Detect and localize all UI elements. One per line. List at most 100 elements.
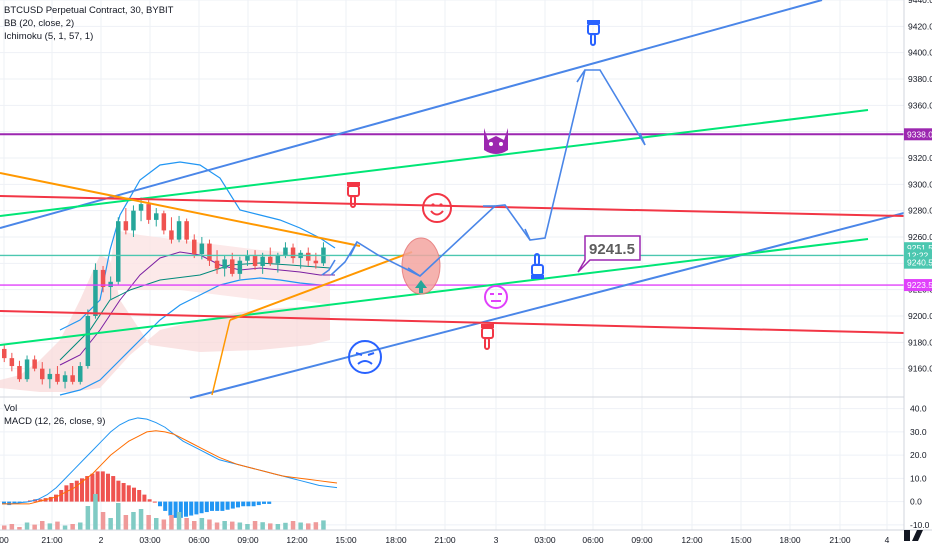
price-tick-label: 9160.0 — [908, 364, 932, 374]
macd-bar — [137, 489, 142, 502]
time-tick-label: 00 — [0, 535, 9, 545]
candle-body — [260, 256, 265, 266]
price-tick-label: 9260.0 — [908, 232, 932, 242]
volume-bar — [78, 522, 83, 530]
macd-bar — [74, 480, 79, 502]
macd-bar — [85, 476, 90, 502]
candle-body — [237, 260, 243, 274]
macd-bar — [111, 476, 116, 502]
hand-finger — [590, 33, 596, 46]
macd-bar — [7, 501, 12, 506]
macd-bar — [168, 501, 173, 516]
macd-bar — [147, 499, 152, 502]
macd-bar — [199, 501, 204, 514]
time-tick-label: 06:00 — [582, 535, 604, 545]
volume-bar — [93, 494, 98, 530]
time-tick-label: 09:00 — [631, 535, 653, 545]
macd-bar — [142, 494, 147, 502]
macd-bar — [132, 487, 136, 502]
candle-body — [230, 259, 235, 274]
candle-body — [40, 368, 45, 380]
volume-bar — [237, 522, 243, 530]
cat-head — [484, 128, 508, 154]
candle-body — [313, 260, 319, 264]
pointing-down-hand-icon — [481, 324, 494, 350]
face-eye — [367, 352, 375, 356]
face-outline — [422, 193, 452, 223]
macd-bar — [126, 485, 131, 502]
time-tick-label: 18:00 — [779, 535, 801, 545]
macd-bar — [121, 483, 126, 502]
price-tick-label: 9440.0 — [908, 0, 932, 5]
time-tick-label: 06:00 — [188, 535, 210, 545]
macd-bar — [12, 501, 17, 504]
smiley-face-icon — [422, 193, 452, 223]
candle-body — [24, 359, 30, 380]
pointing-down-hand-icon — [587, 20, 600, 46]
volume-bar — [192, 521, 197, 530]
candle-body — [131, 210, 136, 231]
signal-line — [2, 430, 338, 505]
orange-trend-line-up — [229, 251, 413, 321]
time-tick-label: 15:00 — [335, 535, 357, 545]
price-badge-bg — [904, 279, 932, 292]
volume-bar — [2, 525, 7, 530]
price-tick-label: 9400.0 — [908, 48, 932, 58]
neutral-face-icon — [484, 285, 508, 309]
projection-arrowhead — [576, 69, 586, 83]
candle-body — [78, 366, 83, 382]
volume-bar — [154, 518, 159, 530]
macd-bar — [38, 499, 43, 502]
volume-bar — [32, 524, 37, 530]
candle-body — [192, 239, 197, 255]
macd-bar — [210, 501, 214, 511]
macd-bar — [267, 501, 272, 504]
macd-bar — [64, 485, 69, 502]
macd-bar — [241, 501, 246, 507]
macd-bar — [95, 471, 100, 502]
macd-bar — [246, 501, 251, 507]
macd-bar — [59, 489, 64, 502]
candles — [2, 197, 326, 389]
price-tick-label: 9320.0 — [908, 153, 932, 163]
macd-bar — [215, 501, 220, 511]
macd-bar — [158, 501, 162, 507]
time-tick-label: 18:00 — [385, 535, 407, 545]
projection-start — [321, 259, 336, 276]
volume-bar — [161, 519, 167, 530]
candle-body — [138, 204, 144, 211]
up-arrow-marker-icon — [415, 280, 427, 293]
hand-cuff — [347, 182, 360, 186]
time-tick-label: 12:00 — [681, 535, 703, 545]
volume-bar — [290, 521, 296, 530]
channel-upper-line — [0, 0, 823, 229]
tradingview-logo-icon — [904, 530, 923, 541]
candle-body — [214, 260, 220, 269]
pointing-up-hand-icon — [531, 253, 544, 279]
macd-bar — [2, 501, 6, 504]
volume-bar — [184, 518, 189, 530]
macd-bar — [80, 478, 84, 502]
hand-finger — [350, 195, 356, 208]
macd-tick-label: 10.0 — [910, 473, 927, 483]
macd-tick-label: 20.0 — [910, 450, 927, 460]
volume-bar — [24, 522, 30, 530]
time-tick-label: 21:00 — [41, 535, 63, 545]
volume-bar — [169, 515, 174, 530]
candle-body — [252, 255, 258, 266]
price-tick-label: 9360.0 — [908, 100, 932, 110]
macd-bar — [220, 501, 225, 511]
macd-bar — [100, 471, 105, 502]
sleepy-face-icon — [348, 340, 382, 374]
indicator-bb: BB (20, close, 2) — [4, 18, 75, 29]
volume-bar — [230, 521, 235, 530]
price-badge-label: 9223.5 — [907, 280, 932, 290]
face-mouth — [430, 210, 444, 216]
face-mouth — [357, 360, 373, 365]
candle-body — [207, 243, 212, 261]
ichimoku-cloud-upper — [110, 230, 330, 305]
candle-body — [17, 366, 22, 380]
volume-bar — [40, 521, 45, 530]
